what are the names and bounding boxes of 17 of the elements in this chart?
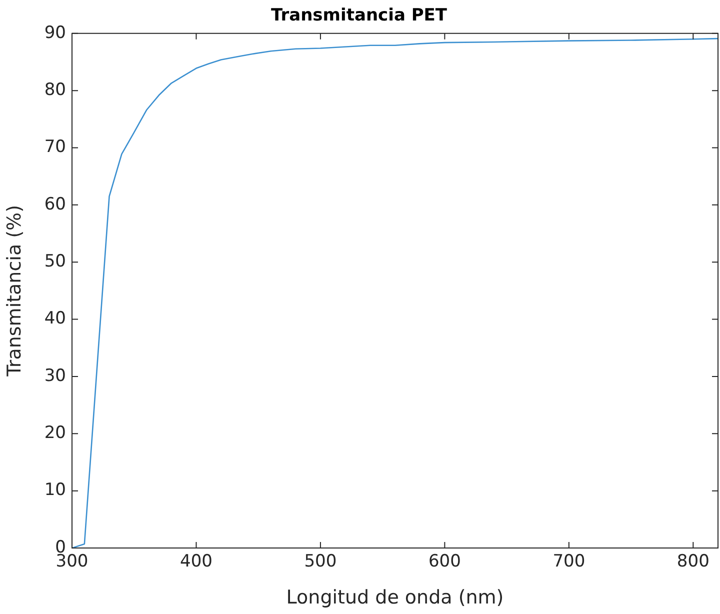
y-tick-label: 20 [44, 423, 66, 444]
x-tick-label: 700 [552, 552, 586, 572]
x-tick-label: 600 [428, 552, 461, 572]
y-tick-label: 70 [44, 137, 66, 158]
y-tick-label: 40 [44, 308, 66, 329]
y-tick-label: 10 [44, 480, 66, 500]
y-tick-label: 90 [44, 22, 66, 43]
y-tick-label: 80 [44, 80, 66, 100]
y-axis-title: Transmitancia (%) [3, 204, 26, 378]
x-axis-title: Longitud de onda (nm) [286, 586, 504, 609]
x-tick-label: 500 [304, 552, 337, 572]
x-tick-label: 800 [676, 552, 710, 572]
y-tick-label: 30 [44, 366, 66, 386]
x-tick-label: 400 [180, 552, 212, 572]
chart-title: Transmitancia PET [270, 6, 448, 26]
y-tick-label: 50 [44, 252, 66, 272]
y-tick-label: 60 [44, 194, 66, 214]
